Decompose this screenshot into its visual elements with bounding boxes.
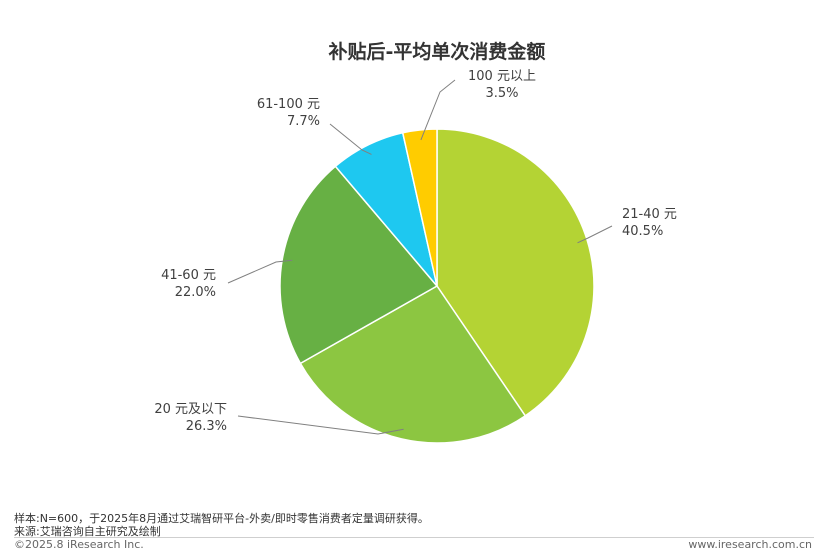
slice-labels: 21-40 元 40.5% 20 元及以下 26.3% 41-60 元 22.0% 61-1…	[154, 69, 677, 434]
slice-label-1: 21-40 元	[622, 207, 677, 222]
pie-slices	[279, 128, 595, 444]
slice-label-2: 20 元及以下	[154, 402, 227, 417]
pie-slice-1	[436, 128, 595, 417]
leader-lines	[227, 79, 613, 435]
leader-line-3	[227, 259, 293, 284]
source-note: 来源:艾瑞咨询自主研究及绘制	[14, 525, 161, 538]
slice-label-5: 100 元以上	[468, 69, 536, 84]
slice-value-1: 40.5%	[622, 224, 663, 239]
slice-label-4: 61-100 元	[257, 97, 320, 112]
slice-value-4: 7.7%	[287, 114, 320, 129]
footer: 样本:N=600，于2025年8月通过艾瑞智研平台-外卖/即时零售消费者定量调研…	[0, 512, 828, 552]
pie-slice-2	[299, 285, 527, 444]
leader-line-1	[577, 225, 613, 244]
leader-line-2	[237, 415, 404, 435]
pie-slice-5	[401, 128, 438, 287]
footer-divider	[14, 537, 814, 538]
slice-value-3: 22.0%	[175, 285, 216, 300]
slice-value-5: 3.5%	[485, 86, 518, 101]
slice-label-3: 41-60 元	[161, 268, 216, 283]
copyright: ©2025.8 iResearch Inc.	[14, 538, 144, 551]
leader-line-4	[329, 123, 372, 155]
website-link[interactable]: www.iresearch.com.cn	[688, 538, 812, 551]
slice-value-2: 26.3%	[186, 419, 227, 434]
pie-slice-3	[279, 165, 439, 365]
sample-note: 样本:N=600，于2025年8月通过艾瑞智研平台-外卖/即时零售消费者定量调研…	[14, 512, 429, 525]
leader-line-5	[420, 79, 456, 141]
chart-title: 补贴后-平均单次消费金额	[329, 40, 546, 63]
